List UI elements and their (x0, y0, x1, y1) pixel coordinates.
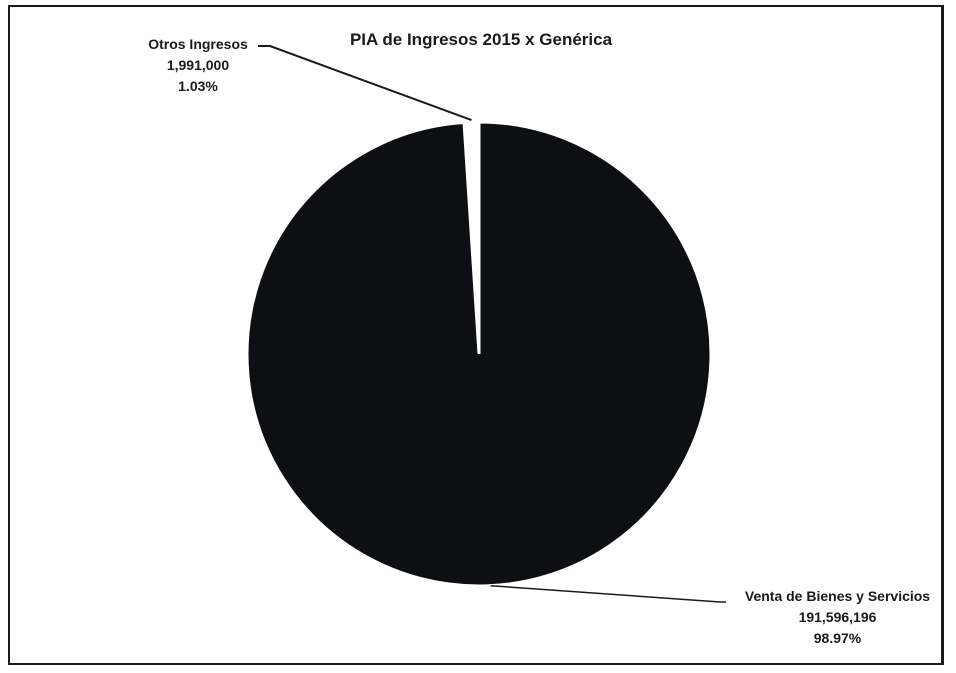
slice-percent-venta-bienes-servicios: 98.97% (813, 630, 862, 646)
leader-line-otros-ingresos (258, 45, 472, 122)
slice-percent-otros-ingresos: 1.03% (178, 78, 218, 94)
leader-line-venta-bienes-servicios (490, 584, 726, 603)
slice-label-venta-bienes-servicios: Venta de Bienes y Servicios (744, 588, 931, 604)
slice-value-otros-ingresos: 1,991,000 (166, 57, 230, 73)
data-label-venta-bienes-servicios: Venta de Bienes y Servicios 191,596,196 … (720, 586, 955, 649)
slice-value-venta-bienes-servicios: 191,596,196 (798, 609, 877, 625)
chart-frame (8, 5, 944, 665)
chart-title: PIA de Ingresos 2015 x Genérica (349, 30, 613, 49)
slice-label-otros-ingresos: Otros Ingresos (148, 36, 248, 52)
data-label-otros-ingresos: Otros Ingresos 1,991,000 1.03% (122, 34, 274, 97)
pie-slice-venta-bienes-servicios (245, 120, 713, 588)
